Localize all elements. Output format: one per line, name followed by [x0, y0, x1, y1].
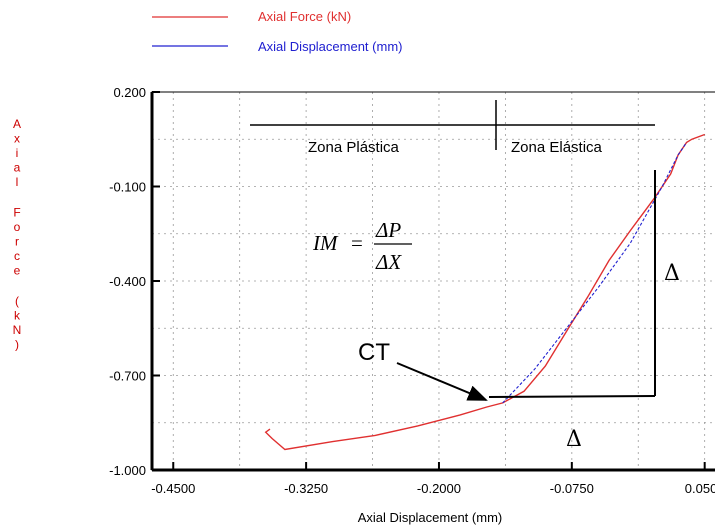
- grid: [152, 91, 715, 471]
- y-axis-label-char: e: [14, 264, 21, 278]
- legend-label-force: Axial Force (kN): [258, 9, 351, 24]
- y-axis-label-char: r: [15, 235, 19, 249]
- y-axis-label-char: (: [15, 294, 19, 308]
- y-axis-label-char: x: [14, 132, 20, 146]
- y-axis-label-char: N: [13, 323, 22, 337]
- formula-lhs: IM: [312, 231, 339, 255]
- series-group: [264, 133, 705, 451]
- x-tick-label: 0.0500: [685, 481, 715, 496]
- formula-denominator: ΔX: [375, 250, 402, 274]
- y-axis-label-char: c: [14, 249, 20, 263]
- x-tick-label: -0.0750: [550, 481, 594, 496]
- x-ticks: -0.4500 -0.3250 -0.2000 -0.0750 0.0500: [151, 462, 715, 496]
- ct-arrow: [396, 362, 488, 401]
- series-line-force: [264, 133, 705, 451]
- y-tick-label: -0.700: [109, 369, 146, 384]
- formula: IM = ΔP ΔX: [312, 218, 412, 274]
- y-axis-label-char: i: [16, 146, 19, 160]
- y-axis-label-char: F: [13, 206, 20, 220]
- ct-label: CT: [358, 339, 390, 366]
- formula-numerator: ΔP: [375, 218, 401, 242]
- zone-elastic-label: Zona Elástica: [511, 139, 603, 156]
- y-tick-label: -0.100: [109, 180, 146, 195]
- y-ticks: 0.200 -0.100 -0.400 -0.700 -1.000: [109, 85, 160, 478]
- formula-eq: =: [351, 231, 363, 255]
- y-axis-label-char: k: [14, 309, 21, 323]
- zone-plastic-label: Zona Plástica: [308, 139, 400, 156]
- delta-vertical-label: Δ: [664, 261, 680, 286]
- y-tick-label: 0.200: [113, 85, 146, 100]
- y-tick-label: -0.400: [109, 274, 146, 289]
- y-axis-label-char: l: [16, 175, 19, 189]
- y-tick-label: -1.000: [109, 463, 146, 478]
- legend-label-displacement: Axial Displacement (mm): [258, 39, 402, 54]
- y-axis-label-char: a: [14, 161, 21, 175]
- series-line-displacement: [502, 142, 688, 404]
- y-axis-label-char: A: [13, 117, 21, 131]
- y-axis-label: Axial Force (kN): [13, 117, 22, 352]
- delta-horizontal-line: [488, 395, 656, 398]
- legend: Axial Force (kN) Axial Displacement (mm): [152, 9, 402, 54]
- y-axis-label-char: o: [14, 220, 21, 234]
- delta-horizontal-label: Δ: [566, 427, 582, 452]
- x-tick-label: -0.3250: [284, 481, 328, 496]
- y-axis-label-char: ): [15, 338, 19, 352]
- x-tick-label: -0.2000: [417, 481, 461, 496]
- x-axis-label: Axial Displacement (mm): [358, 510, 502, 525]
- x-tick-label: -0.4500: [151, 481, 195, 496]
